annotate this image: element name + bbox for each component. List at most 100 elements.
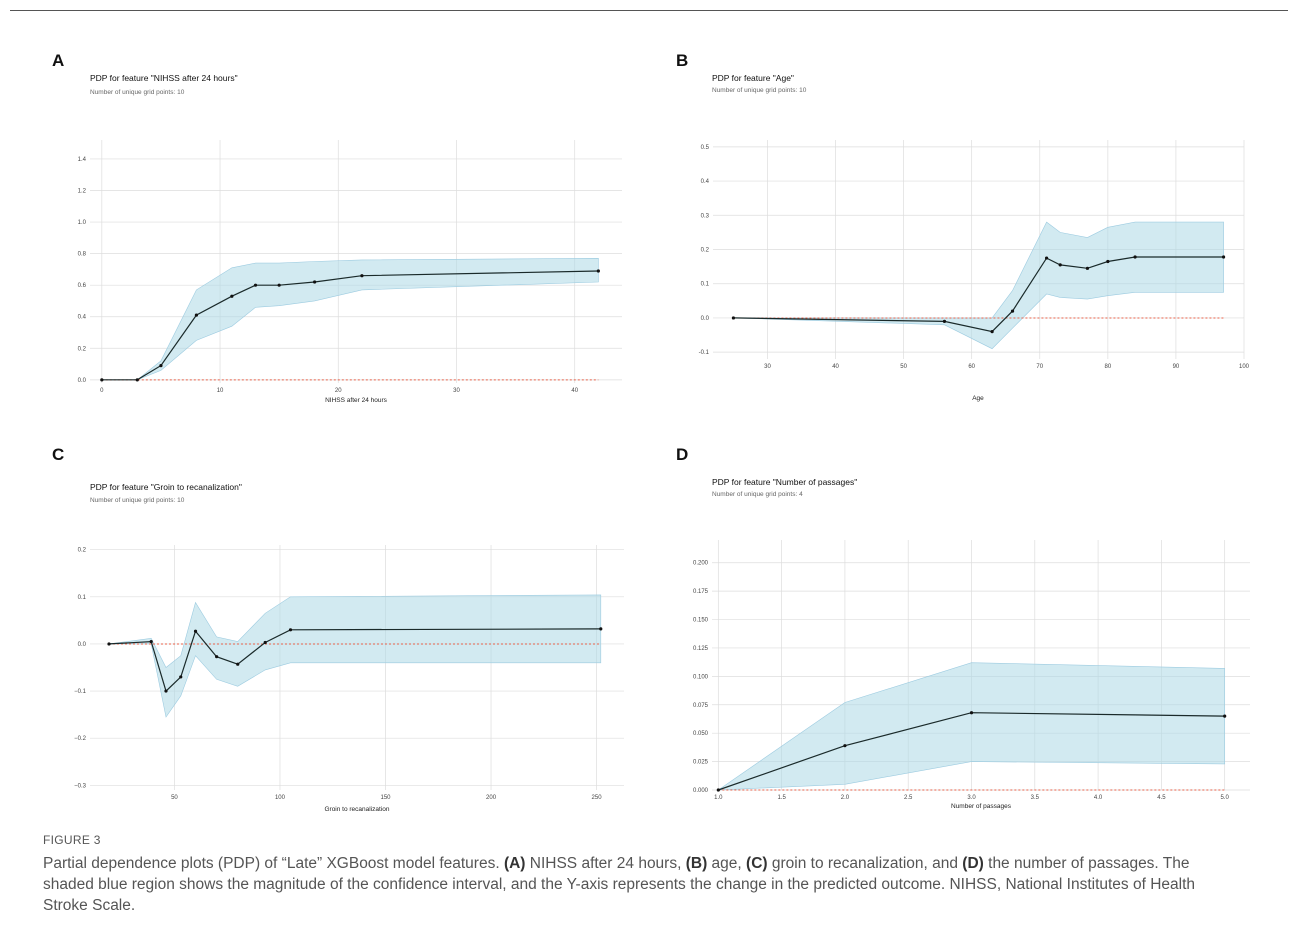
figure-caption: FIGURE 3 Partial dependence plots (PDP) …	[43, 833, 1243, 916]
x-tick-label: 70	[1036, 364, 1043, 370]
x-tick-label: 3.0	[967, 795, 976, 801]
y-tick-label: 0.1	[78, 595, 87, 601]
panel-a: A PDP for feature "NIHSS after 24 hours" N…	[52, 51, 622, 404]
y-tick-label: 0.0	[78, 642, 87, 648]
pdp-point	[716, 788, 720, 792]
x-tick-label: 50	[171, 795, 178, 801]
pdp-point	[1085, 266, 1090, 270]
x-tick-label: 30	[764, 364, 771, 370]
x-tick-label: 40	[832, 364, 839, 370]
x-tick-label: 50	[900, 364, 907, 370]
pdp-point	[1133, 255, 1137, 259]
x-tick-label: 200	[486, 795, 497, 801]
pdp-point	[843, 744, 847, 748]
pdp-point	[149, 639, 153, 644]
y-tick-label: 0.0	[78, 378, 87, 384]
y-tick-label: −0.1	[74, 689, 87, 695]
x-tick-label: 2.0	[841, 795, 850, 801]
x-tick-label: 1.5	[777, 795, 786, 801]
x-tick-label: 40	[571, 388, 578, 394]
panel-letter: A	[52, 51, 64, 70]
pdp-point	[990, 330, 994, 334]
chart-subtitle: Number of unique grid points: 10	[712, 87, 807, 94]
y-tick-label: 0.200	[693, 561, 709, 567]
figure-charts: A PDP for feature "NIHSS after 24 hours" N…	[52, 51, 1250, 813]
y-tick-label: 0.025	[693, 760, 709, 766]
caption-run: age,	[707, 855, 747, 872]
pdp-point	[1106, 259, 1110, 264]
y-tick-label: 1.0	[78, 220, 87, 226]
x-tick-label: 150	[380, 795, 391, 801]
pdp-point	[179, 675, 183, 679]
y-tick-label: 0.3	[701, 213, 710, 219]
x-tick-label: 90	[1173, 364, 1180, 370]
y-tick-label: -0.1	[699, 350, 710, 356]
panel-b: B PDP for feature "Age" Number of unique g…	[676, 51, 1250, 402]
pdp-point	[1010, 309, 1015, 313]
x-axis-label: NIHSS after 24 hours	[325, 397, 388, 404]
pdp-point	[215, 655, 219, 659]
y-tick-label: 0.1	[701, 282, 710, 288]
pdp-point	[107, 642, 111, 646]
confidence-band	[108, 594, 602, 718]
chart-subtitle: Number of unique grid points: 10	[90, 497, 185, 504]
x-axis-label: Number of passages	[951, 803, 1012, 810]
caption-panel-ref: (A)	[503, 855, 526, 872]
x-tick-label: 100	[1239, 364, 1250, 370]
panel-d: D PDP for feature "Number of passages" Num…	[676, 445, 1250, 810]
y-tick-label: 0.5	[701, 145, 710, 151]
y-tick-label: 0.150	[693, 618, 709, 624]
pdp-point	[164, 689, 168, 693]
pdp-point	[360, 274, 364, 278]
pdp-point	[253, 283, 258, 287]
y-tick-label: 0.125	[693, 646, 709, 652]
pdp-point	[313, 280, 317, 284]
pdp-line	[101, 270, 599, 381]
pdp-line	[108, 628, 601, 693]
pdp-point	[263, 640, 267, 645]
chart-title: PDP for feature "Groin to recanalization…	[90, 482, 242, 492]
x-tick-label: 30	[453, 388, 460, 394]
caption-panel-ref: (C)	[746, 855, 768, 872]
y-tick-label: −0.2	[74, 736, 87, 742]
figure-frame	[10, 10, 1288, 943]
y-tick-label: 0.2	[78, 548, 87, 554]
panel-c: C PDP for feature "Groin to recanalizatio…	[52, 445, 624, 813]
y-tick-label: 0.075	[693, 703, 709, 709]
panel-letter: C	[52, 445, 64, 464]
confidence-band	[101, 257, 599, 381]
chart-subtitle: Number of unique grid points: 4	[712, 491, 803, 498]
pdp-point	[100, 378, 104, 382]
panel-letter: D	[676, 445, 688, 464]
x-tick-label: 10	[217, 388, 224, 394]
caption-panel-ref: (D)	[962, 855, 984, 872]
caption-run: the number of passages. The shaded blue …	[43, 855, 1196, 914]
confidence-band	[733, 221, 1224, 350]
y-tick-label: 0.100	[693, 674, 709, 680]
x-tick-label: 250	[592, 795, 603, 801]
figure-caption-text: Partial dependence plots (PDP) of “Late”…	[43, 853, 1243, 916]
caption-run: NIHSS after 24 hours,	[525, 855, 686, 872]
chart-title: PDP for feature "Number of passages"	[712, 477, 857, 487]
x-axis-label: Groin to recanalization	[324, 806, 389, 813]
x-tick-label: 1.0	[714, 795, 723, 801]
y-tick-label: 1.4	[78, 157, 87, 163]
pdp-point	[288, 628, 293, 632]
y-tick-label: 0.6	[78, 283, 87, 289]
y-tick-label: 0.0	[701, 316, 710, 322]
x-tick-label: 80	[1105, 364, 1112, 370]
x-tick-label: 5.0	[1221, 795, 1230, 801]
caption-panel-ref: (B)	[685, 855, 708, 872]
x-tick-label: 20	[335, 388, 342, 394]
pdp-point	[942, 319, 947, 323]
y-tick-label: 0.4	[78, 315, 87, 321]
x-tick-label: 4.5	[1157, 795, 1166, 801]
pdp-point	[1221, 255, 1226, 259]
y-tick-label: 0.050	[693, 731, 709, 737]
pdp-point	[135, 378, 139, 382]
figure-label: FIGURE 3	[43, 833, 101, 847]
panel-letter: B	[676, 51, 688, 70]
y-tick-label: 0.4	[701, 179, 710, 185]
chart-title: PDP for feature "NIHSS after 24 hours"	[90, 73, 238, 83]
pdp-point	[159, 364, 163, 368]
